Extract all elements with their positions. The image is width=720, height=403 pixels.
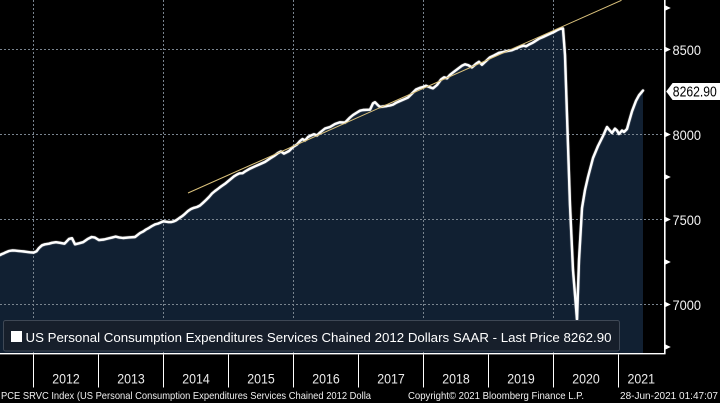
svg-text:2014: 2014: [182, 372, 210, 387]
svg-text:US Personal Consumption Expend: US Personal Consumption Expenditures Ser…: [26, 330, 612, 345]
svg-text:Copyright© 2021 Bloomberg Fina: Copyright© 2021 Bloomberg Finance L.P.: [408, 390, 584, 402]
svg-text:2015: 2015: [247, 372, 275, 387]
svg-text:2012: 2012: [52, 372, 80, 387]
svg-text:2016: 2016: [312, 372, 340, 387]
svg-text:2021: 2021: [628, 372, 656, 387]
svg-text:8000: 8000: [673, 127, 702, 143]
svg-text:2020: 2020: [572, 372, 600, 387]
svg-text:2018: 2018: [442, 372, 470, 387]
svg-text:8262.90: 8262.90: [673, 85, 717, 101]
svg-text:8500: 8500: [673, 42, 702, 58]
svg-text:2013: 2013: [117, 372, 145, 387]
svg-text:28-Jun-2021 01:47:07: 28-Jun-2021 01:47:07: [620, 390, 718, 402]
svg-text:PCE SRVC Index (US Personal Co: PCE SRVC Index (US Personal Consumption …: [1, 390, 371, 402]
svg-text:7500: 7500: [673, 212, 702, 228]
svg-text:2017: 2017: [377, 372, 405, 387]
svg-text:2019: 2019: [507, 372, 535, 387]
svg-text:7000: 7000: [673, 297, 702, 313]
